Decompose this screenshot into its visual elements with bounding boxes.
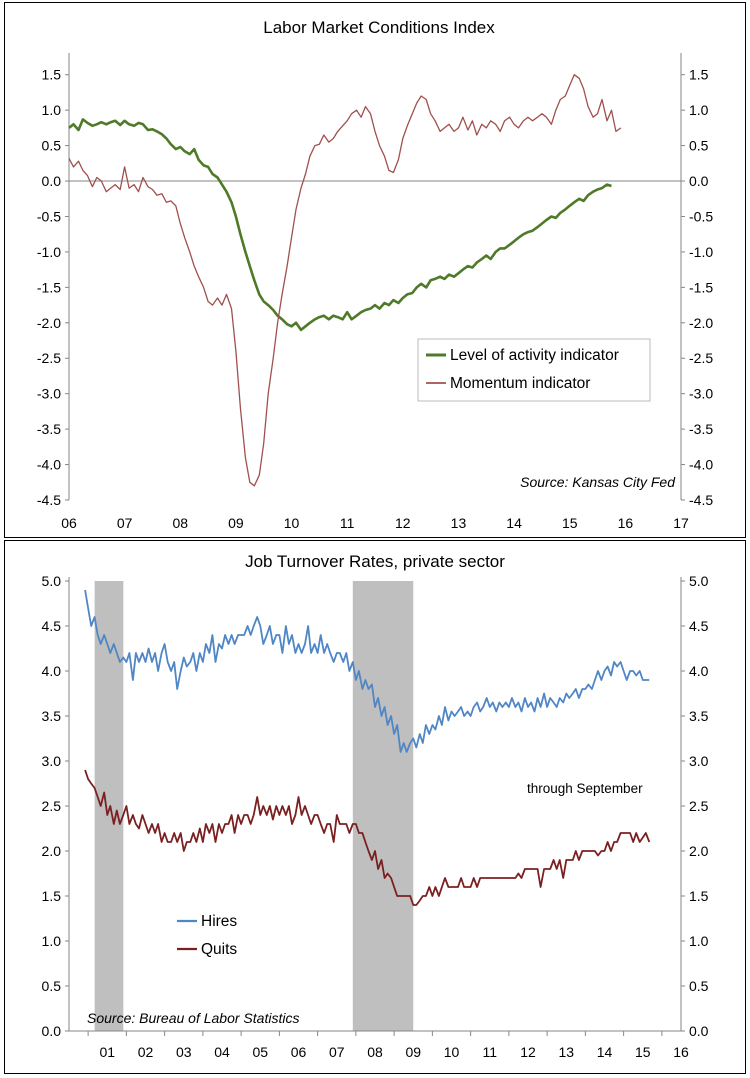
x-tick-label: 15 xyxy=(635,1044,651,1060)
legend-box xyxy=(417,338,651,402)
y-tick-label-left: -1.5 xyxy=(37,279,61,295)
x-tick-label: 01 xyxy=(99,1044,115,1060)
y-tick-label-left: 0.0 xyxy=(42,173,62,189)
series-line-level-of-activity-indicator xyxy=(68,118,612,332)
y-tick-label-right: 1.0 xyxy=(689,102,709,118)
y-tick-label-right: 0.5 xyxy=(689,978,709,994)
y-tick-label-right: -3.0 xyxy=(689,386,713,402)
x-tick-label: 12 xyxy=(395,515,411,531)
y-tick-label-left: 0.5 xyxy=(42,138,62,154)
y-tick-label-right: 0.0 xyxy=(689,173,709,189)
series-line-hires xyxy=(84,589,650,753)
y-tick-label-right: 4.0 xyxy=(689,663,709,679)
x-tick-label: 06 xyxy=(61,515,77,531)
y-tick-label-left: 5.0 xyxy=(42,573,62,589)
y-tick-label-right: -1.0 xyxy=(689,244,713,260)
series-line-quits xyxy=(84,769,651,906)
y-tick-label-left: 0.5 xyxy=(42,978,62,994)
x-tick-label: 11 xyxy=(340,515,355,531)
y-tick-label-left: -3.5 xyxy=(37,421,61,437)
series-line-momentum-indicator xyxy=(68,74,622,487)
x-tick-label: 05 xyxy=(252,1044,268,1060)
job-turnover-rates-chart: Job Turnover Rates, private sector 5.0 5.0… xyxy=(42,552,709,1060)
x-tick-label: 08 xyxy=(172,515,188,531)
x-tick-label: 17 xyxy=(673,515,689,531)
y-tick-label-right: -3.5 xyxy=(689,421,713,437)
x-tick-label: 04 xyxy=(214,1044,230,1060)
legend-label: Level of activity indicator xyxy=(450,347,619,364)
x-tick-label: 10 xyxy=(444,1044,460,1060)
chart-title: Job Turnover Rates, private sector xyxy=(245,552,505,571)
x-tick-label: 10 xyxy=(284,515,300,531)
y-tick-label-left: 3.5 xyxy=(42,708,62,724)
y-tick-label-right: 3.0 xyxy=(689,753,709,769)
legend-label: Quits xyxy=(201,941,237,958)
x-tick-label: 12 xyxy=(520,1044,536,1060)
legend-label: Hires xyxy=(201,913,237,930)
labor-market-conditions-chart: Labor Market Conditions Index 1.5 1.5 1.0 1.… xyxy=(37,18,713,531)
chart-title: Labor Market Conditions Index xyxy=(263,18,495,37)
legend-box xyxy=(169,906,245,966)
annotation-text: through September xyxy=(527,781,643,796)
y-tick-label-left: 3.0 xyxy=(42,753,62,769)
job-turnover-rates-panel: Job Turnover Rates, private sector 5.0 5.0… xyxy=(4,540,746,1074)
y-tick-label-right: 0.0 xyxy=(689,1023,709,1039)
y-tick-label-right: 4.5 xyxy=(689,618,709,634)
y-tick-label-right: 1.5 xyxy=(689,67,709,83)
x-tick-label: 06 xyxy=(291,1044,307,1060)
y-tick-label-right: 2.0 xyxy=(689,843,709,859)
y-tick-label-left: -1.0 xyxy=(37,244,61,260)
x-tick-label: 11 xyxy=(482,1044,497,1060)
y-tick-label-left: -4.0 xyxy=(37,457,61,473)
y-tick-label-left: 1.5 xyxy=(42,67,62,83)
y-tick-label-left: 1.5 xyxy=(42,888,62,904)
y-tick-label-left: -0.5 xyxy=(37,208,61,224)
source-note: Source: Bureau of Labor Statistics xyxy=(87,1010,299,1026)
y-tick-label-left: 0.0 xyxy=(42,1023,62,1039)
x-tick-label: 13 xyxy=(558,1044,574,1060)
y-tick-label-right: -4.5 xyxy=(689,492,713,508)
y-tick-label-left: 2.5 xyxy=(42,798,62,814)
x-tick-label: 15 xyxy=(562,515,578,531)
y-tick-label-right: -2.0 xyxy=(689,315,713,331)
y-tick-label-right: 2.5 xyxy=(689,798,709,814)
legend-label: Momentum indicator xyxy=(450,375,590,392)
y-tick-label-right: -2.5 xyxy=(689,350,713,366)
x-tick-label: 02 xyxy=(138,1044,154,1060)
y-tick-label-left: 2.0 xyxy=(42,843,62,859)
y-tick-label-right: 5.0 xyxy=(689,573,709,589)
y-tick-label-left: 1.0 xyxy=(42,102,62,118)
x-tick-label: 16 xyxy=(673,1044,689,1060)
source-note: Source: Kansas City Fed xyxy=(520,474,676,490)
y-tick-label-left: 4.0 xyxy=(42,663,62,679)
x-tick-label: 08 xyxy=(367,1044,383,1060)
y-tick-label-left: 4.5 xyxy=(42,618,62,634)
y-tick-label-right: -1.5 xyxy=(689,279,713,295)
y-tick-label-right: 3.5 xyxy=(689,708,709,724)
x-tick-label: 13 xyxy=(451,515,467,531)
x-tick-label: 03 xyxy=(176,1044,192,1060)
y-tick-label-left: 1.0 xyxy=(42,933,62,949)
x-tick-label: 16 xyxy=(618,515,634,531)
y-tick-label-right: 1.0 xyxy=(689,933,709,949)
x-tick-label: 07 xyxy=(329,1044,345,1060)
x-tick-label: 07 xyxy=(117,515,133,531)
y-tick-label-left: -2.5 xyxy=(37,350,61,366)
y-tick-label-right: -0.5 xyxy=(689,208,713,224)
x-tick-label: 09 xyxy=(405,1044,421,1060)
y-tick-label-left: -4.5 xyxy=(37,492,61,508)
y-tick-label-right: -4.0 xyxy=(689,457,713,473)
y-tick-label-right: 1.5 xyxy=(689,888,709,904)
y-tick-label-left: -3.0 xyxy=(37,386,61,402)
x-tick-label: 14 xyxy=(597,1044,613,1060)
x-tick-label: 09 xyxy=(228,515,244,531)
labor-market-conditions-panel: Labor Market Conditions Index 1.5 1.5 1.0 1.… xyxy=(4,2,746,538)
recession-band xyxy=(352,581,414,1031)
x-tick-label: 14 xyxy=(506,515,522,531)
y-tick-label-right: 0.5 xyxy=(689,138,709,154)
y-tick-label-left: -2.0 xyxy=(37,315,61,331)
